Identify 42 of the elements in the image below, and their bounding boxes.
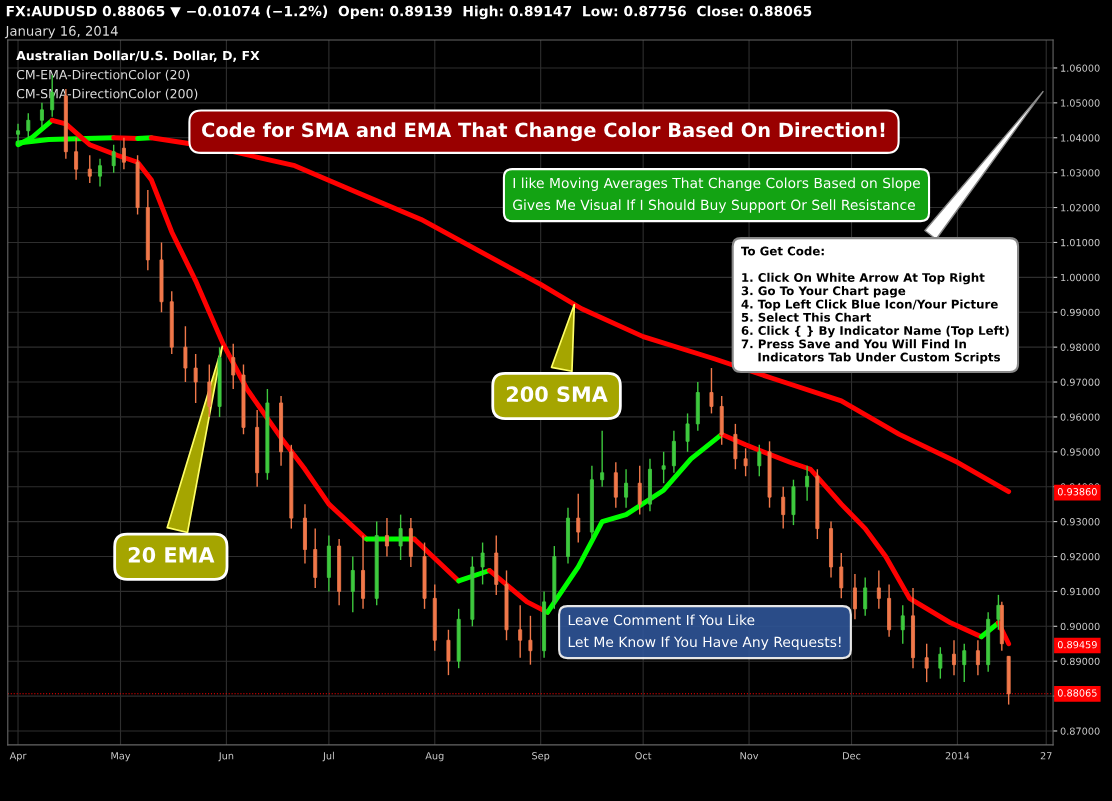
x-tick-label: Apr — [9, 752, 27, 762]
y-tick-label: 0.93000 — [1060, 518, 1100, 526]
y-tick-label: 0.91000 — [1060, 587, 1100, 596]
x-tick-label: Dec — [843, 752, 861, 760]
annotation: CM-EMA-DirectionColor (20) — [16, 69, 190, 81]
x-tick-label: Nov — [740, 752, 759, 760]
y-tick-label: 0.89000 — [1060, 657, 1100, 666]
text: 0.89459 — [1057, 641, 1097, 649]
annotation: I like Moving Averages That Change Colors Based on Slope Gives Me Visual If I Should Buy Support Or Sell Resistance — [513, 177, 920, 213]
annotation: 20 EMA — [128, 547, 215, 563]
text: To Get Code: 1. Click On White Arrow At Top Right 3. Go To Your Chart page 4. Top Left Click Blue Icon/Your Picture 5. Select This Chart 6. Click { } By Indicator Name (Top Left) 7. Press Save and You Will Find In Indicators Tab Under Custom Scripts — [741, 246, 1009, 364]
y-tick-label: 0.97000 — [1060, 378, 1100, 386]
x-tick-label: Sep — [532, 752, 550, 762]
x-tick-label: 27 — [1040, 752, 1052, 760]
y-tick-label: 0.92000 — [1060, 552, 1100, 561]
x-tick-label: Aug — [425, 752, 444, 762]
y-tick-label: 1.03000 — [1061, 169, 1100, 177]
y-tick-label: 0.90000 — [1060, 622, 1100, 631]
annotation: Leave Comment If You Like Let Me Know If You Have Any Requests! — [568, 614, 841, 650]
y-tick-label: 0.96000 — [1060, 413, 1100, 421]
y-tick-label: 1.04000 — [1061, 134, 1100, 142]
y-tick-label: 1.00000 — [1061, 273, 1100, 282]
annotation: Australian Dollar/U.S. Dollar, D, FX — [16, 50, 260, 62]
x-tick-label: Oct — [635, 752, 652, 760]
chart-title: FX:AUDUSD 0.88065 ▼ −0.01074 (−1.2%) Open: 0.89139 High: 0.89147 Low: 0.87756 Close: 0.88065 — [6, 5, 812, 20]
annotation: 200 SMA — [506, 386, 608, 403]
y-tick-label: 0.87000 — [1060, 727, 1100, 735]
chart-subtitle: January 16, 2014 — [4, 25, 118, 39]
x-tick-label: May — [111, 752, 131, 762]
y-tick-label: 0.99000 — [1060, 308, 1100, 317]
text: 0.93860 — [1057, 488, 1097, 496]
y-tick-label: 1.02000 — [1061, 204, 1100, 212]
y-tick-label: 0.95000 — [1060, 448, 1100, 456]
y-tick-label: 0.98000 — [1060, 343, 1100, 351]
y-tick-label: 1.05000 — [1061, 99, 1100, 107]
y-tick-label: 1.01000 — [1061, 238, 1100, 247]
annotation: Code for SMA and EMA That Change Color Based On Direction! — [202, 122, 885, 142]
x-tick-label: Jun — [218, 752, 234, 762]
x-tick-label: Jul — [322, 751, 334, 762]
y-tick-label: 1.06000 — [1061, 64, 1100, 72]
ref-line-label: 0.88065 — [1057, 689, 1097, 697]
x-tick-label: 2014 — [945, 752, 970, 760]
